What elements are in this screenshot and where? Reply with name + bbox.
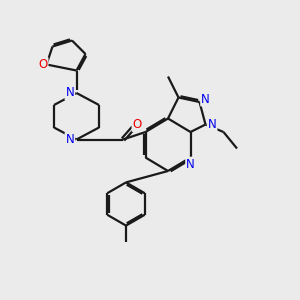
Text: O: O	[133, 118, 142, 131]
Text: O: O	[38, 58, 47, 71]
Text: N: N	[208, 118, 217, 131]
Text: N: N	[65, 86, 74, 100]
Text: N: N	[65, 133, 74, 146]
Text: N: N	[201, 92, 210, 106]
Text: N: N	[186, 158, 195, 171]
